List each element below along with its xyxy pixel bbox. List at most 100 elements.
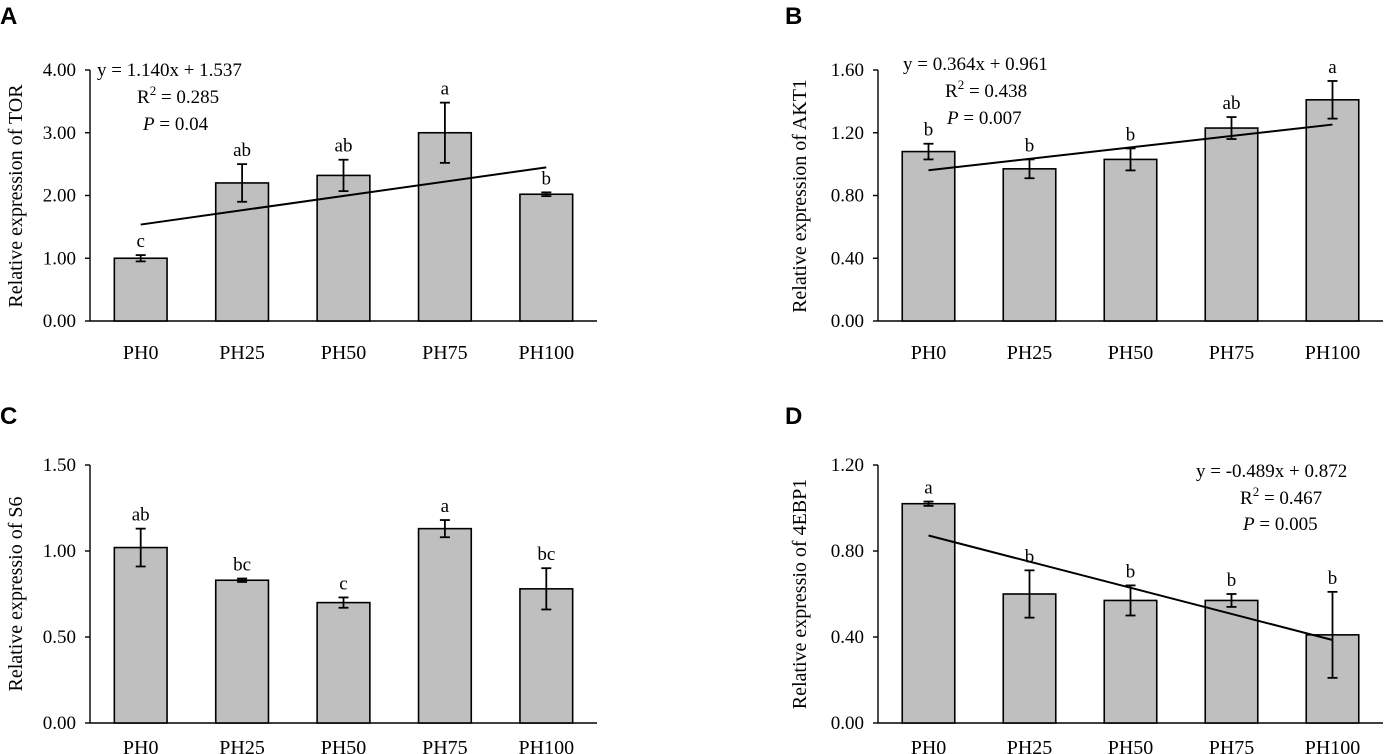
error-bar xyxy=(338,158,349,193)
r-squared-value: = 0.285 xyxy=(156,87,219,108)
x-category-label: PH25 xyxy=(219,342,265,364)
y-tick-label: 4.00 xyxy=(43,60,76,81)
p-symbol: P xyxy=(1242,514,1255,535)
x-category-label: PH100 xyxy=(519,342,575,364)
significance-label: c xyxy=(339,573,347,594)
error-bar xyxy=(237,577,248,583)
error-bar xyxy=(541,191,552,198)
significance-label: c xyxy=(136,231,144,252)
r-squared-symbol: R xyxy=(945,81,958,102)
error-bar xyxy=(923,142,934,161)
significance-label: b xyxy=(1025,546,1035,567)
p-value-number: = 0.007 xyxy=(959,108,1022,129)
trend-equation: y = 0.364x + 0.961 xyxy=(903,54,1048,75)
y-tick-label: 0.40 xyxy=(831,248,864,269)
r-squared-value: = 0.467 xyxy=(1259,488,1322,509)
bar-ph100 xyxy=(519,193,574,322)
y-tick-label: 0.00 xyxy=(831,713,864,734)
chart-panel-a: A 0.00 1.00 2.00 3.00 4.00 Relative expression… xyxy=(0,3,597,364)
x-category-label: PH50 xyxy=(321,737,367,754)
x-category-label: PH0 xyxy=(911,342,947,364)
trendline xyxy=(928,534,1333,641)
bar-ph50 xyxy=(316,174,371,322)
r-squared: R2 = 0.438 xyxy=(945,77,1027,102)
bar-ph50 xyxy=(316,601,371,724)
y-tick-label: 0.80 xyxy=(831,186,864,207)
bar-ph75 xyxy=(417,131,473,322)
p-value: P = 0.007 xyxy=(946,108,1022,129)
p-value: P = 0.005 xyxy=(1242,514,1318,535)
bar-ph75 xyxy=(1204,599,1259,724)
y-tick-label: 0.40 xyxy=(831,627,864,648)
bar-ph0 xyxy=(113,546,168,724)
panel-letter: D xyxy=(785,403,802,430)
significance-label: a xyxy=(441,496,450,517)
y-tick-label: 0.80 xyxy=(831,541,864,562)
r-squared-superscript: 2 xyxy=(958,77,965,92)
bar-ph0 xyxy=(901,150,956,322)
x-category-label: PH0 xyxy=(911,737,947,754)
error-bar xyxy=(439,101,450,164)
x-category-label: PH75 xyxy=(1209,737,1255,754)
significance-label: ab xyxy=(132,505,150,526)
trend-equation: y = -0.489x + 0.872 xyxy=(1196,461,1347,482)
y-tick-label: 1.20 xyxy=(831,455,864,476)
y-tick-label: 1.60 xyxy=(831,60,864,81)
r-squared: R2 = 0.285 xyxy=(137,83,219,108)
chart-panel-b: B 0.00 0.40 0.80 1.20 1.60 Relative expression… xyxy=(785,3,1383,364)
y-tick-label: 1.00 xyxy=(43,248,76,269)
x-category-label: PH0 xyxy=(123,737,159,754)
x-category-label: PH25 xyxy=(1007,737,1053,754)
significance-label: b xyxy=(1328,568,1338,589)
significance-label: ab xyxy=(1223,93,1241,114)
x-category-label: PH0 xyxy=(123,342,159,364)
bar-ph50 xyxy=(1103,599,1158,724)
x-category-label: PH100 xyxy=(1305,342,1361,364)
error-bar xyxy=(135,254,146,263)
bar-ph75 xyxy=(417,527,473,724)
error-bar xyxy=(237,163,248,203)
significance-label: bc xyxy=(233,555,251,576)
error-bar xyxy=(541,567,552,611)
trend-equation: y = 1.140x + 1.537 xyxy=(97,60,242,81)
error-bar xyxy=(439,519,450,539)
significance-label: b xyxy=(1126,124,1136,145)
significance-label: ab xyxy=(233,140,251,161)
bar-ph0 xyxy=(113,257,168,322)
y-tick-label: 1.20 xyxy=(831,123,864,144)
p-value-number: = 0.04 xyxy=(155,114,209,135)
x-category-label: PH25 xyxy=(1007,342,1053,364)
x-category-label: PH75 xyxy=(422,342,468,364)
r-squared: R2 = 0.467 xyxy=(1240,484,1322,509)
panel-letter: A xyxy=(0,3,17,30)
chart-panel-d: D 0.00 0.40 0.80 1.20 Relative expressio of 4… xyxy=(785,403,1383,754)
x-category-label: PH50 xyxy=(321,342,367,364)
significance-label: b xyxy=(1227,570,1237,591)
bar-ph0 xyxy=(901,502,956,724)
y-tick-label: 0.00 xyxy=(43,311,76,332)
significance-label: a xyxy=(441,79,450,100)
panel-letter: B xyxy=(785,3,802,30)
p-symbol: P xyxy=(946,108,959,129)
bar-ph50 xyxy=(1103,158,1158,322)
significance-label: a xyxy=(1328,57,1337,78)
error-bar xyxy=(1024,569,1035,619)
error-bar xyxy=(1226,593,1237,608)
significance-label: b xyxy=(924,120,934,141)
significance-label: ab xyxy=(335,136,353,157)
y-axis-title: Relative expression of AKT1 xyxy=(789,79,811,313)
bar-ph25 xyxy=(214,182,270,322)
x-category-label: PH50 xyxy=(1108,342,1154,364)
r-squared-superscript: 2 xyxy=(150,83,157,98)
y-tick-label: 0.00 xyxy=(43,713,76,734)
y-tick-label: 0.00 xyxy=(831,311,864,332)
error-bar xyxy=(135,527,146,568)
error-bar xyxy=(1327,590,1338,679)
p-value-number: = 0.005 xyxy=(1255,514,1318,535)
r-squared-superscript: 2 xyxy=(1253,484,1260,499)
error-bar xyxy=(338,596,349,609)
error-bar xyxy=(923,500,934,507)
p-value: P = 0.04 xyxy=(142,114,209,135)
bar-ph100 xyxy=(1305,99,1360,322)
